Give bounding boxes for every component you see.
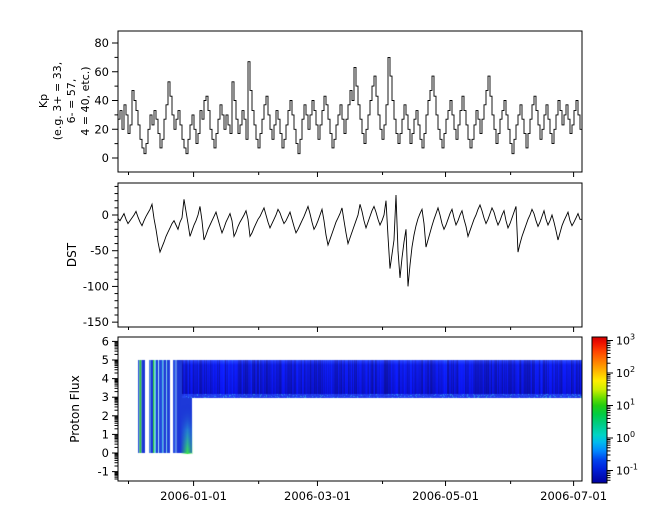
y-tick-label: 80	[94, 36, 109, 50]
proton-flux-heatmap	[118, 337, 582, 481]
y-tick-label: 40	[94, 94, 109, 108]
colorbar-tick-label: 101	[616, 397, 635, 412]
dst-axis-label: DST	[65, 242, 79, 268]
kp-axis-label-line3: 6- = 57,	[65, 78, 78, 124]
panel-frame	[117, 30, 583, 173]
panel-frame	[117, 182, 583, 328]
y-tick-label: -1	[98, 465, 109, 479]
x-tick-label: 2006-07-01	[540, 489, 607, 503]
x-tick-label: 2006-01-01	[160, 489, 227, 503]
y-tick-label: 0	[102, 446, 109, 460]
dst-series-line	[117, 194, 582, 287]
y-tick-label: 0	[102, 151, 109, 165]
colorbar-tick-label: 100	[616, 430, 635, 445]
y-tick-label: 4	[102, 372, 109, 386]
colorbar-tick-label: 10-1	[616, 462, 638, 477]
y-tick-label: -100	[83, 279, 109, 293]
kp-axis-label-line2: (e.g. 3+ = 33,	[51, 61, 64, 141]
proton-flux-axis-label: Proton Flux	[68, 375, 82, 443]
colorbar-tick-label: 102	[616, 365, 635, 380]
y-tick-label: 60	[94, 65, 109, 79]
y-tick-label: 2	[102, 409, 109, 423]
y-tick-label: -150	[83, 315, 109, 329]
kp-axis-label: Kp (e.g. 3+ = 33, 6- = 57, 4 = 40, etc.)	[37, 1, 93, 201]
kp-series-line	[118, 56, 582, 155]
y-tick-label: 0	[102, 208, 109, 222]
kp-axis-label-line4: 4 = 40, etc.)	[79, 66, 92, 136]
panel-frame	[117, 336, 583, 482]
kp-axis-label-line1: Kp	[37, 93, 50, 109]
colorbar	[591, 336, 608, 484]
colorbar-tick-label: 103	[616, 333, 635, 348]
y-tick-label: 6	[102, 334, 109, 348]
y-tick-label: 3	[102, 390, 109, 404]
y-tick-label: 20	[94, 122, 109, 136]
x-tick-label: 2006-05-01	[412, 489, 479, 503]
y-tick-label: 5	[102, 353, 109, 367]
y-tick-label: -50	[90, 244, 109, 258]
y-tick-label: 1	[102, 427, 109, 441]
x-tick-label: 2006-03-01	[284, 489, 351, 503]
